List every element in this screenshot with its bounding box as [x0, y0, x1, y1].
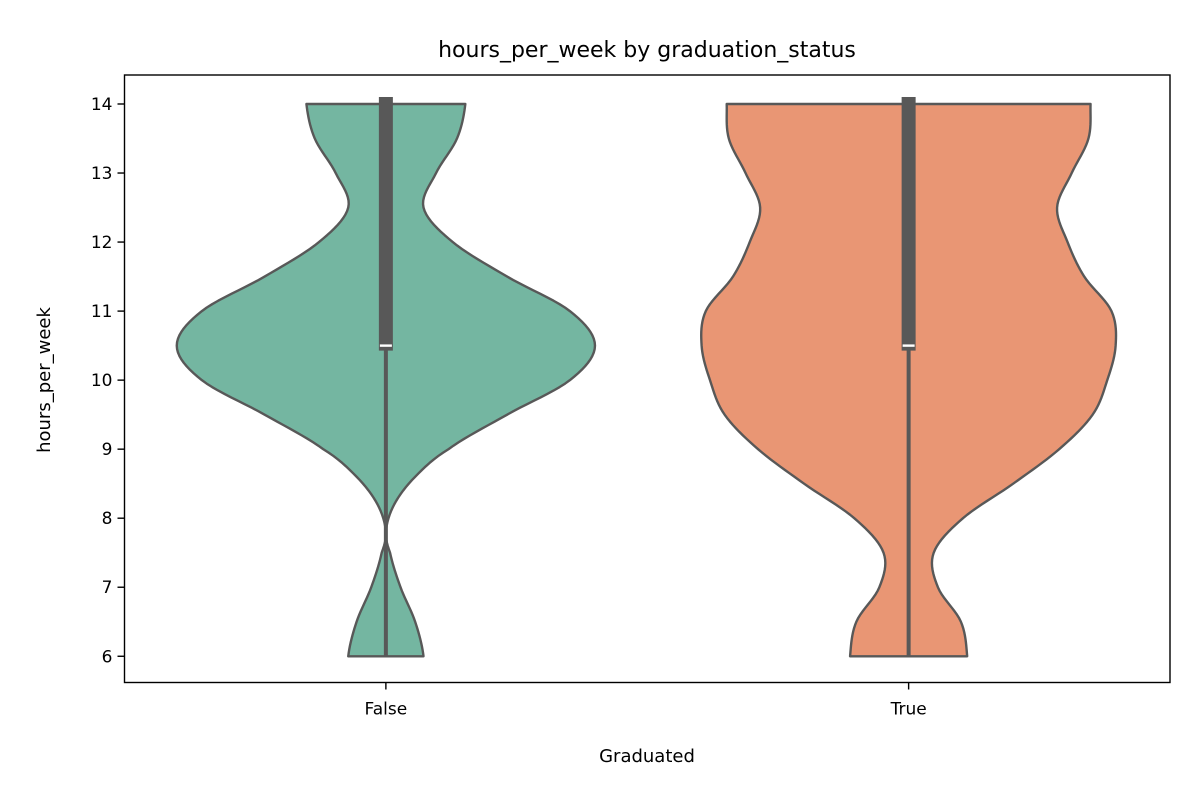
- y-tick-label-8: 8: [102, 509, 113, 529]
- y-tick-label-9: 9: [102, 440, 113, 460]
- y-tick-label-10: 10: [91, 371, 113, 391]
- x-tick-label-false: False: [365, 700, 408, 720]
- y-tick-label-6: 6: [102, 647, 113, 667]
- axes: False True 6 7 8 9 10 11 12 13 14: [91, 95, 927, 720]
- y-tick-label-12: 12: [91, 233, 113, 253]
- chart-title: hours_per_week by graduation_status: [438, 38, 856, 63]
- violin-iqr-box-false: [378, 96, 393, 351]
- y-axis-label: hours_per_week: [34, 307, 55, 453]
- y-tick-label-11: 11: [91, 302, 113, 322]
- plot-area: [175, 96, 1118, 658]
- y-tick-label-13: 13: [91, 164, 113, 184]
- plot-frame: [123, 74, 1171, 684]
- violin-iqr-box-true: [901, 96, 916, 351]
- x-tick-label-true: True: [890, 700, 927, 720]
- y-tick-label-7: 7: [102, 578, 113, 598]
- x-axis-label: Graduated: [599, 746, 695, 767]
- y-tick-label-14: 14: [91, 95, 113, 115]
